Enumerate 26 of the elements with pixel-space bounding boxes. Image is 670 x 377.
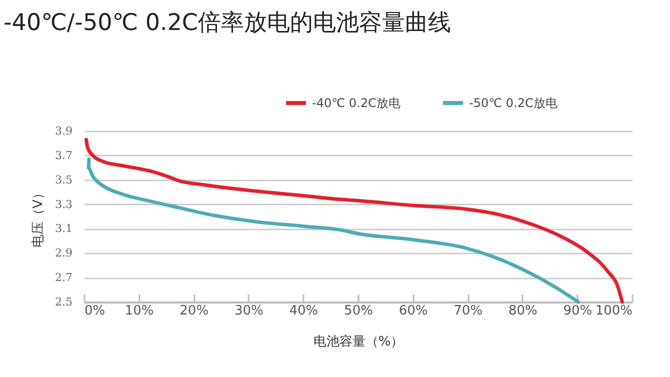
line-series (84, 138, 624, 304)
x-axis-title: 电池容量（%） (313, 334, 404, 350)
x-tick-label: 70% (454, 304, 483, 318)
x-tick-label: 20% (180, 304, 209, 318)
y-tick-label: 2.5 (55, 296, 72, 308)
x-tick-label: 90% (563, 304, 592, 318)
x-tick-label: 80% (508, 304, 538, 318)
y-tick-label: 3.3 (55, 198, 72, 211)
x-tick-label: 50% (344, 304, 373, 318)
x-tick-label: 30% (234, 304, 264, 318)
x-tick-label: 10% (124, 304, 154, 318)
chart-title: -40℃/-50℃ 0.2C倍率放电的电池容量曲线 (4, 10, 452, 36)
x-tick-label: 40% (289, 304, 318, 318)
x-tick-label: 0% (84, 304, 106, 318)
y-tick-label: 2.9 (55, 246, 72, 260)
y-tick-label: 3.7 (55, 148, 72, 162)
x-tick-label: 60% (398, 304, 428, 318)
y-tick-label: 2.7 (55, 271, 72, 284)
y-tick-label: 3.5 (55, 173, 72, 186)
y-tick-label: 3.1 (55, 222, 72, 236)
line-series (86, 157, 580, 304)
y-axis-title: 电压（V） (31, 186, 46, 248)
y-tick-label: 3.9 (55, 124, 72, 138)
x-tick-label: 100% (595, 304, 632, 318)
legend-label: -50℃ 0.2C放电 (469, 96, 558, 110)
legend-label: -40℃ 0.2C放电 (312, 96, 400, 110)
